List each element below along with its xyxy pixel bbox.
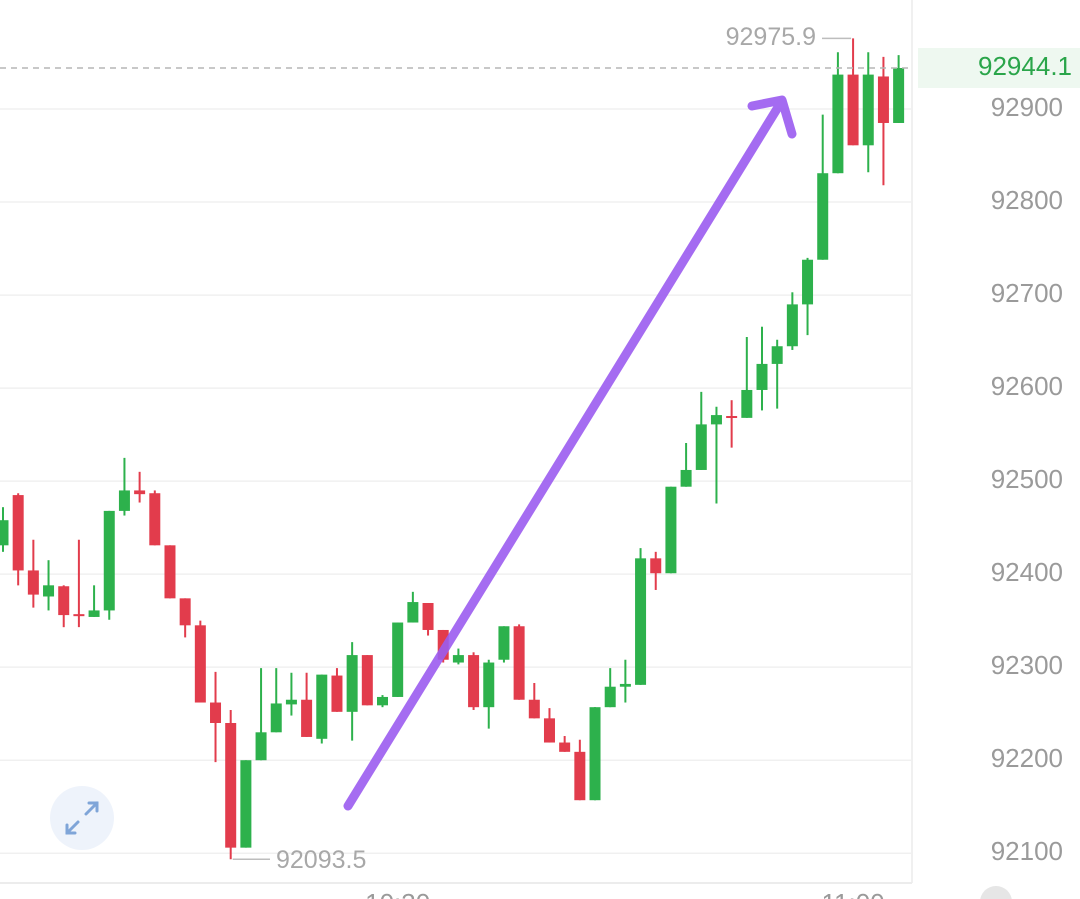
candle-body <box>240 760 252 848</box>
y-tick-label: 92600 <box>991 371 1063 401</box>
candle-body <box>407 602 419 623</box>
candle-body <box>832 74 844 174</box>
candle-body <box>635 558 647 685</box>
y-tick-label: 92300 <box>991 650 1063 680</box>
candle-body <box>270 703 282 733</box>
candle-body <box>392 622 404 697</box>
candle-body <box>134 490 146 495</box>
candle-body <box>452 655 464 663</box>
candle-body <box>225 722 237 848</box>
candle-body <box>346 655 358 712</box>
candle-body <box>528 699 540 719</box>
candle-body <box>27 570 39 595</box>
candle-body <box>498 626 510 660</box>
candle-body <box>771 346 783 364</box>
candle-body <box>179 598 191 626</box>
candle-body <box>695 424 707 470</box>
candle-body <box>574 751 586 801</box>
candle-body <box>726 416 738 419</box>
candle-body <box>149 493 161 546</box>
high-marker-label: 92975.9 <box>726 23 816 51</box>
candle-body <box>361 655 373 706</box>
candle-body <box>817 173 829 260</box>
candle-body <box>756 363 768 390</box>
candle-body <box>513 626 525 700</box>
candle-body <box>164 545 176 599</box>
low-marker-label: 92093.5 <box>276 846 366 874</box>
x-tick-label: 11:00 <box>822 888 885 899</box>
candle-body <box>0 520 9 546</box>
candle-body <box>559 742 571 752</box>
candle-body <box>893 68 905 123</box>
candle-body <box>301 699 313 737</box>
candle-body <box>786 304 798 347</box>
candle-body <box>604 686 616 708</box>
candle-body <box>665 486 677 574</box>
candle-body <box>331 675 343 712</box>
scroll-button[interactable] <box>980 886 1012 899</box>
candle-body <box>877 76 889 123</box>
y-tick-label: 92200 <box>991 743 1063 773</box>
expand-button[interactable] <box>50 786 114 850</box>
x-tick-label: 10:30 <box>365 888 430 899</box>
last-price-box <box>918 48 1080 89</box>
candle-body <box>741 389 753 418</box>
candle-body <box>650 558 662 574</box>
candle-body <box>422 602 434 630</box>
y-tick-label: 92900 <box>991 92 1063 122</box>
candle-body <box>73 614 85 617</box>
candle-body <box>194 625 206 703</box>
candle-body <box>210 702 222 723</box>
candle-body <box>377 696 388 706</box>
trend-arrow <box>343 95 797 811</box>
candle-body <box>483 662 495 708</box>
candle-body <box>285 699 297 705</box>
candle-body <box>680 469 692 487</box>
candle-body <box>103 510 115 611</box>
candle-body <box>58 586 70 616</box>
last-price-label: 92944.1 <box>978 51 1072 81</box>
candle-body <box>255 732 267 761</box>
candle-body <box>619 683 631 687</box>
plot: 92100 92200 92300 92400 92500 92600 92700 92800… <box>0 23 1080 899</box>
candle-body <box>43 585 55 597</box>
candle-body <box>12 495 24 571</box>
candle-body <box>118 490 130 511</box>
y-tick-label: 92700 <box>991 278 1063 308</box>
candle-body <box>316 674 328 739</box>
candle-body <box>468 655 480 708</box>
candle-body <box>710 415 722 425</box>
y-tick-label: 92100 <box>991 836 1063 866</box>
candle-body <box>847 74 859 146</box>
y-tick-label: 92400 <box>991 557 1063 587</box>
candle-body <box>589 707 601 801</box>
y-tick-label: 92500 <box>991 464 1063 494</box>
candle-body <box>543 718 555 743</box>
candle-body <box>862 74 874 146</box>
candle-body <box>802 259 814 305</box>
y-tick-label: 92800 <box>991 185 1063 215</box>
candle-body <box>88 610 100 617</box>
